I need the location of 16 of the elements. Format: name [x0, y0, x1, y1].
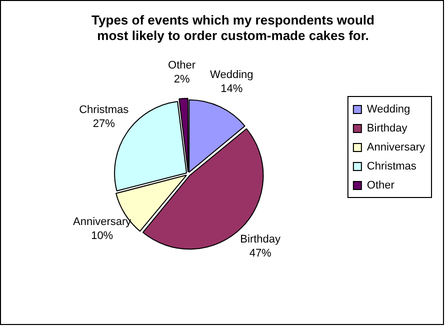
slice-label: Wedding — [210, 68, 254, 81]
legend-label: Anniversary — [366, 142, 426, 154]
legend-label: Christmas — [366, 160, 417, 173]
slice-label: Anniversary — [73, 216, 132, 228]
data-label: 10% — [91, 230, 114, 242]
legend-label: Birthday — [366, 122, 408, 135]
legend-label: Wedding — [366, 104, 410, 116]
slice-label: Other — [168, 59, 196, 72]
slice-label: Christmas — [79, 104, 130, 116]
slice-label: Birthday — [240, 233, 282, 246]
legend-label: Other — [366, 180, 395, 192]
data-label: 47% — [249, 247, 272, 260]
chart-title: Types of events which my respondents would most likely to order custom-made cakes for. — [92, 12, 375, 43]
data-label: 14% — [220, 82, 243, 95]
data-label: 27% — [92, 118, 116, 130]
data-label: 2% — [174, 73, 190, 86]
